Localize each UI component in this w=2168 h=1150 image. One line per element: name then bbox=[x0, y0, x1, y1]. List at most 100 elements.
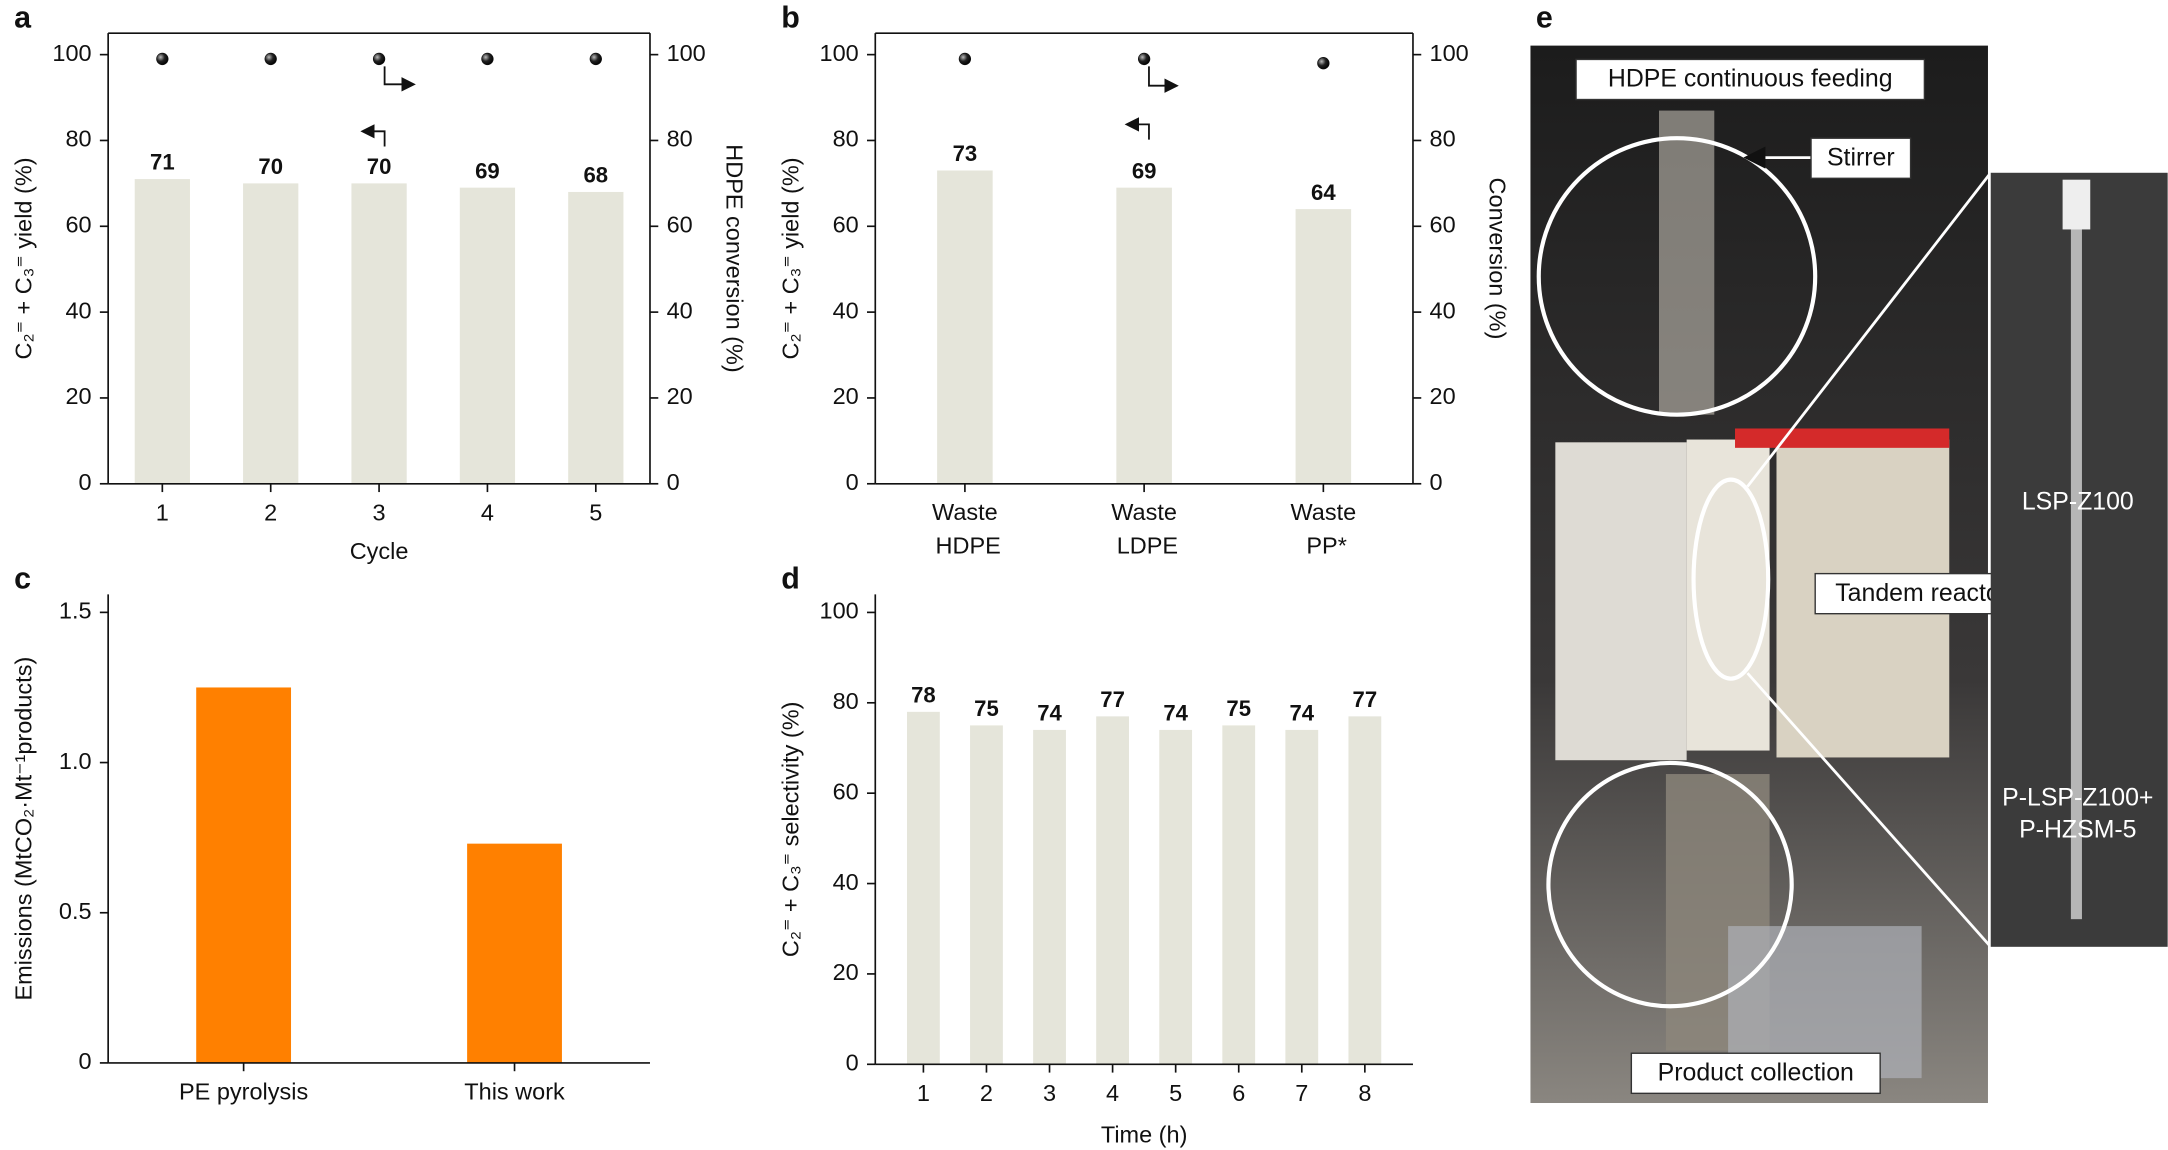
value-label: 74 bbox=[1289, 701, 1314, 726]
bar bbox=[196, 687, 292, 1063]
y2-tick-label: 20 bbox=[667, 383, 693, 409]
value-label: 69 bbox=[1132, 158, 1157, 183]
photo-label: Product collection bbox=[1658, 1059, 1854, 1087]
value-label: 74 bbox=[1163, 701, 1188, 726]
y-tick-label: 0.5 bbox=[59, 898, 92, 924]
bar bbox=[459, 187, 516, 484]
value-label: 68 bbox=[584, 163, 609, 188]
bar bbox=[1285, 729, 1319, 1065]
y-tick-label: 0 bbox=[79, 469, 92, 495]
x-tick-label: Waste HDPE bbox=[929, 499, 1001, 558]
value-label: 75 bbox=[974, 696, 999, 721]
y-axis-label: C₂⁼ + C₃⁼ yield (%) bbox=[10, 157, 36, 359]
x-tick-label: 5 bbox=[589, 499, 602, 525]
y-tick-label: 1.0 bbox=[59, 748, 92, 774]
bar bbox=[1116, 187, 1172, 484]
x-tick-label: 3 bbox=[373, 499, 386, 525]
conversion-dot bbox=[1137, 52, 1151, 66]
inset-label: LSP-Z100 bbox=[2022, 488, 2134, 516]
y-tick-label: 40 bbox=[833, 869, 859, 895]
y2-tick-label: 40 bbox=[1430, 297, 1456, 323]
value-label: 77 bbox=[1353, 687, 1378, 712]
x-tick-label: 4 bbox=[481, 499, 494, 525]
x-tick-label: 4 bbox=[1106, 1080, 1119, 1106]
panel-letter: e bbox=[1536, 0, 1553, 34]
bar bbox=[351, 183, 407, 484]
y-tick-label: 80 bbox=[833, 688, 859, 714]
x-tick-label: 5 bbox=[1169, 1080, 1182, 1106]
bar bbox=[1295, 209, 1352, 484]
x-tick-label: 1 bbox=[917, 1080, 930, 1106]
panel-letter: d bbox=[781, 562, 800, 596]
x-tick-label: Waste LDPE bbox=[1110, 499, 1178, 558]
y-tick-label: 1.5 bbox=[59, 598, 92, 624]
bar bbox=[907, 711, 940, 1065]
y2-tick-label: 80 bbox=[667, 126, 693, 152]
panel-letter: c bbox=[14, 562, 31, 596]
bar bbox=[1222, 725, 1256, 1065]
bar bbox=[1096, 716, 1129, 1065]
y2-tick-label: 100 bbox=[667, 40, 706, 66]
value-label: 70 bbox=[367, 154, 392, 179]
value-label: 73 bbox=[953, 141, 978, 166]
photo-label: HDPE continuous feeding bbox=[1608, 65, 1893, 93]
y-axis-label: C₂⁼ + C₃⁼ yield (%) bbox=[778, 157, 804, 359]
y-tick-label: 0 bbox=[846, 469, 859, 495]
inset-label: P-HZSM-5 bbox=[2019, 815, 2136, 843]
y-tick-label: 100 bbox=[820, 598, 859, 624]
y-tick-label: 60 bbox=[833, 778, 859, 804]
value-label: 71 bbox=[150, 150, 175, 175]
x-tick-label: Waste PP* bbox=[1291, 499, 1357, 558]
bar bbox=[937, 170, 993, 484]
y-tick-label: 20 bbox=[833, 383, 859, 409]
y-tick-label: 80 bbox=[833, 126, 859, 152]
inset-label: P-LSP-Z100+ bbox=[2002, 783, 2153, 811]
conversion-dot bbox=[481, 52, 494, 66]
y-tick-label: 0 bbox=[79, 1048, 92, 1074]
y2-tick-label: 100 bbox=[1430, 40, 1469, 66]
conversion-dot bbox=[958, 52, 972, 66]
photo-label: Tandem reactor bbox=[1835, 579, 2008, 607]
y-tick-label: 40 bbox=[65, 297, 91, 323]
y2-tick-label: 60 bbox=[667, 211, 693, 237]
y-tick-label: 20 bbox=[65, 383, 91, 409]
y-tick-label: 0 bbox=[846, 1050, 859, 1076]
y-tick-label: 40 bbox=[833, 297, 859, 323]
value-label: 64 bbox=[1311, 180, 1336, 205]
y-axis-label: C₂⁼ + C₃⁼ selectivity (%) bbox=[778, 702, 804, 958]
x-tick-label: 7 bbox=[1295, 1080, 1308, 1106]
panel-letter: b bbox=[781, 0, 800, 34]
bar bbox=[467, 843, 562, 1063]
bar bbox=[243, 183, 299, 484]
bar bbox=[970, 725, 1003, 1065]
y2-axis-label: Conversion (%) bbox=[1485, 178, 1511, 340]
y2-tick-label: 0 bbox=[1430, 469, 1443, 495]
y-tick-label: 60 bbox=[65, 211, 91, 237]
y-tick-label: 100 bbox=[52, 40, 91, 66]
x-tick-label: 3 bbox=[1043, 1080, 1056, 1106]
y-tick-label: 20 bbox=[833, 959, 859, 985]
x-tick-label: 2 bbox=[264, 499, 277, 525]
x-tick-label: 1 bbox=[156, 499, 169, 525]
y2-axis-label: HDPE conversion (%) bbox=[722, 144, 748, 372]
bar bbox=[134, 179, 190, 484]
photo-label: Stirrer bbox=[1827, 144, 1895, 172]
x-axis-label: Time (h) bbox=[1101, 1121, 1188, 1147]
bar bbox=[1033, 729, 1066, 1065]
y-axis-label: Emissions (MtCO₂·Mt⁻¹products) bbox=[10, 657, 36, 1001]
conversion-dot bbox=[372, 52, 386, 66]
panel-letter: a bbox=[14, 0, 32, 34]
y2-tick-label: 20 bbox=[1430, 383, 1456, 409]
y2-tick-label: 40 bbox=[667, 297, 693, 323]
conversion-dot bbox=[156, 52, 169, 66]
bar bbox=[1159, 729, 1193, 1065]
y-tick-label: 60 bbox=[833, 211, 859, 237]
value-label: 69 bbox=[475, 158, 500, 183]
value-label: 78 bbox=[911, 682, 936, 707]
conversion-dot bbox=[1317, 57, 1330, 70]
value-label: 74 bbox=[1037, 701, 1062, 726]
x-tick-label: This work bbox=[464, 1079, 565, 1105]
conversion-dot bbox=[589, 52, 602, 66]
value-label: 70 bbox=[258, 154, 283, 179]
